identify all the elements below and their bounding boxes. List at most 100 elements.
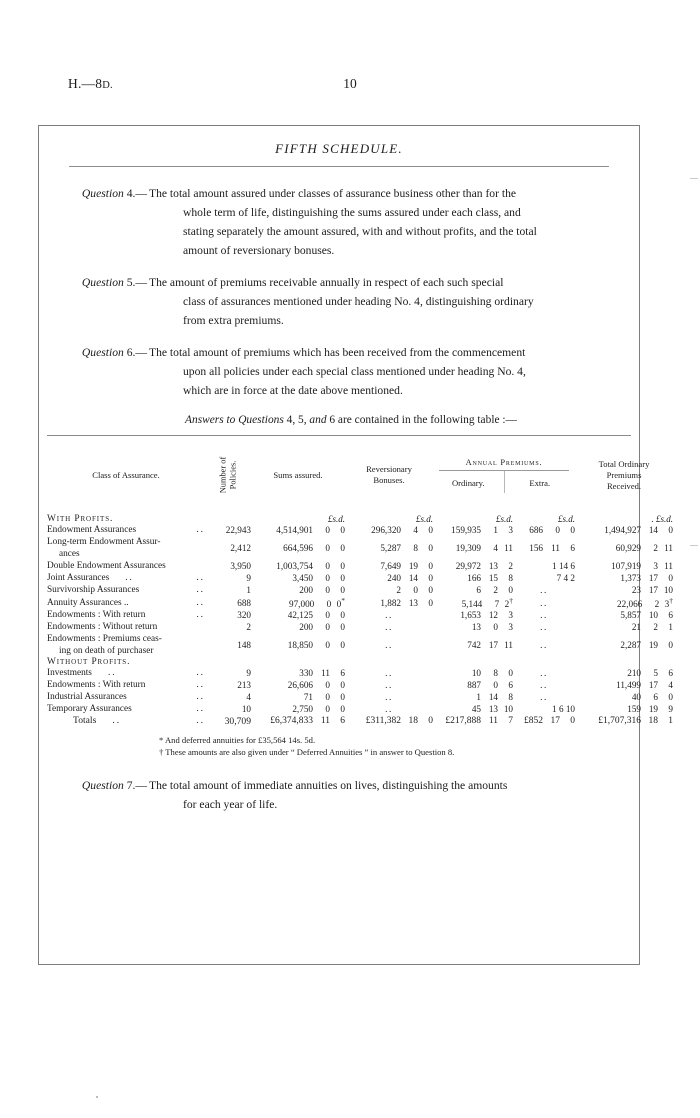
row-leader-mid: .. (125, 573, 134, 583)
cell-total-shillings: 2 (653, 622, 659, 633)
cell-ordinary: 45 13 10 (433, 703, 513, 715)
cell-extra-pence: 6 (570, 543, 576, 553)
cell-bonuses: .. (385, 692, 393, 703)
cell-total-ordinary: 11,499 17 4 (575, 679, 673, 691)
row-leader: .. (196, 704, 205, 715)
cell-sums-pence: 0 (340, 680, 345, 691)
cell-ordinary-pence: 11 (504, 640, 513, 651)
cell-bonuses: 1,882 13 0 (345, 596, 433, 609)
cell-sums-assured: 200 0 0 (251, 621, 345, 633)
cell-policies: 148 (237, 640, 251, 651)
lsd-s-total: s. (660, 514, 667, 524)
lsd-ordinary: £s.d. (433, 514, 513, 524)
lsd-policies-blank (205, 514, 251, 524)
question-5: Question 5.— The amount of premiums rece… (65, 273, 613, 330)
row-label: Double Endowment Assurances (47, 560, 205, 572)
lsd-d-total: d. (666, 514, 674, 524)
cell-total-shillings: 19 (648, 640, 659, 651)
totals-leader-mid: .. (112, 715, 122, 727)
cell-ordinary-shillings: 4 (493, 543, 498, 553)
footnote-marker-asterisk: * (341, 596, 345, 605)
cell-bonuses-shillings: 13 (408, 597, 418, 608)
row-label-text: Temporary Assurances (47, 704, 132, 715)
cell-extra: 1 14 6 (552, 561, 576, 571)
cell-extra: 686 0 0 (513, 524, 575, 536)
row-leader: .. (196, 692, 205, 703)
cell-ordinary-shillings: 2 (493, 585, 498, 595)
questions-block: Question 4.— The total amount assured un… (65, 184, 613, 426)
table-row: Endowments : Without return 2 200 0 0 .. 1… (47, 621, 673, 633)
footnote-marker-dagger: † (669, 596, 674, 605)
lsd-extra: £s.d. (513, 514, 575, 524)
cell-total-ordinary: 210 5 6 (575, 667, 673, 679)
cell-ordinary-shillings: 15 (488, 573, 498, 583)
cell-extra: 156 11 6 (513, 536, 575, 560)
cell-sums-pounds: 42,125 (287, 610, 313, 621)
cell-bonuses: 240 14 0 (345, 572, 433, 584)
totals-extra-shillings: 17 (550, 716, 561, 727)
section-row-without-profits: Without Profits. (47, 657, 673, 667)
footnote-asterisk: * And deferred annuities for £35,564 14s… (159, 735, 316, 746)
question-4-label: Question 4.— (65, 184, 149, 260)
cell-sums-pence: 0 (340, 704, 345, 715)
answers-intro-and: and (309, 414, 327, 426)
row-leader-mid: .. (107, 668, 117, 679)
cell-total-ordinary: 22,066 2 3† (575, 596, 673, 609)
cell-sums-assured: 97,000 0 0* (251, 596, 345, 609)
question-5-label: Question 5.— (65, 273, 149, 330)
totals-sums-assured: £6,374,833 11 6 (251, 715, 345, 727)
cell-policies: 2,412 (230, 543, 251, 553)
cell-extra: .. (540, 692, 548, 703)
question-7: Question 7.— The total amount of immedia… (65, 776, 613, 814)
cell-extra-pence: 0 (570, 525, 576, 535)
cell-sums-shillings: 0 (325, 585, 330, 595)
cell-ordinary-pence: 10 (503, 704, 513, 715)
question-5-text: The amount of premiums receivable annual… (149, 273, 613, 330)
section-head-with-profits: With Profits. (47, 514, 114, 524)
cell-sums-pounds: 18,850 (287, 640, 313, 651)
totals-extra-pounds: £852 (524, 716, 544, 727)
cell-sums-shillings: 0 (325, 680, 330, 691)
cell-total-pence: 1 (668, 622, 674, 633)
lsd-pound-extra: £ (558, 514, 563, 524)
table-header-row: Class of Assurance. Number of Policies. S… (47, 436, 673, 514)
totals-bonuses-pounds: £311,382 (365, 716, 401, 727)
totals-sums-pence: 6 (340, 716, 345, 727)
question-7-line-1: The total amount of immediate annuities … (149, 779, 508, 793)
cell-extra: .. (540, 668, 548, 679)
totals-sums-pounds: £6,374,833 (270, 716, 313, 727)
cell-ordinary: 29,972 13 2 (433, 560, 513, 572)
cell-total-shillings: 2 (653, 543, 659, 553)
totals-total-pounds: £1,707,316 (598, 716, 642, 727)
footnote-dagger: † These amounts are also given under “ D… (159, 747, 455, 758)
cell-sums-pence: 0 (340, 640, 345, 651)
cell-sums-pence: 0 (340, 525, 345, 535)
table-row: Long-term Endowment Assur-ances 2,412 66… (47, 536, 673, 560)
cell-total-pounds: 22,066 (617, 599, 643, 610)
row-leader: .. (196, 668, 205, 679)
question-4-label-word: Question (81, 187, 124, 200)
cell-sums-assured: 200 0 0 (251, 584, 345, 596)
cell-sums-assured: 18,850 0 0 (251, 633, 345, 657)
table-row: .. Annuity Assurances .. 688 97,000 0 0* 1,… (47, 596, 673, 609)
title-rule (69, 166, 609, 167)
question-5-line-2: class of assurances mentioned under head… (183, 295, 534, 308)
table-row: Double Endowment Assurances 3,950 1,003,… (47, 560, 673, 572)
page-folio: 10 (343, 76, 357, 91)
cell-ordinary-pounds: 10 (471, 668, 481, 679)
question-6-label: Question 6.— (65, 343, 149, 400)
cell-policies: 320 (237, 610, 251, 621)
question-7-label: Question 7.— (65, 776, 149, 814)
question-5-label-word: Question (81, 276, 124, 289)
section-head-without-profits: Without Profits. (47, 657, 131, 668)
cell-bonuses-pence: 0 (428, 543, 433, 553)
table-row: .. Temporary Assurances 10 2,750 0 0 .. 45 1… (47, 703, 673, 715)
question-4: Question 4.— The total amount assured un… (65, 184, 613, 260)
row-label-text: Endowments : With return (47, 680, 146, 691)
totals-label: .. Totals.. (47, 715, 205, 727)
cell-bonuses-shillings: 19 (408, 561, 418, 571)
cell-total-shillings: 2 (654, 599, 660, 610)
totals-policies: 30,709 (224, 715, 251, 727)
row-label-text: Joint Assurances (47, 573, 110, 583)
